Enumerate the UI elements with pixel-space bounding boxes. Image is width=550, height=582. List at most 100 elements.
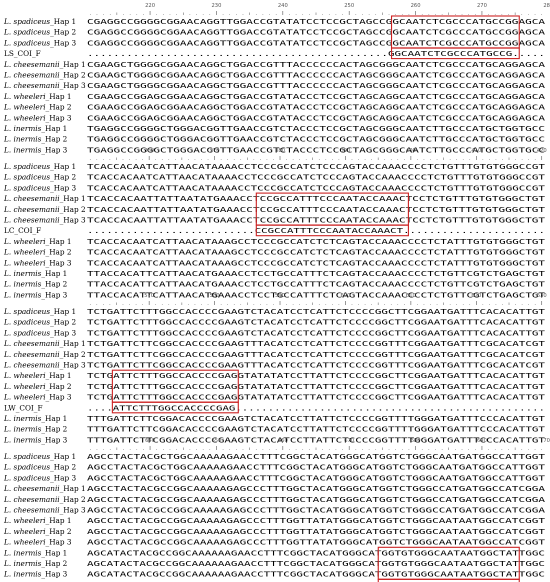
ruler-dot [521, 304, 523, 305]
ruler-dot [358, 159, 359, 160]
position-tick-label: 240 [278, 3, 288, 9]
species-name: L. wheeleri [3, 258, 46, 267]
haplotype-name: _Hap 1 [60, 60, 86, 69]
ruler-dot [461, 449, 463, 450]
sequence-label: L. inermis_Hap 3 [3, 570, 68, 579]
haplotype-name: _Hap 2 [41, 280, 67, 289]
species-name: L. cheesemanii [3, 71, 60, 80]
ruler-dot [155, 304, 157, 305]
ruler-dot [194, 159, 196, 160]
ruler-dot [364, 304, 366, 305]
sequence-row: L. inermis_Hap 2 AGCATACTACGCCGGCAAAAAAGA… [3, 559, 545, 568]
ruler-dot [260, 159, 261, 160]
ruler-dot [229, 14, 231, 15]
alignment-block: 640650660670680690700L. spadiceus_Hap 1A… [3, 438, 550, 582]
ruler-dot [227, 304, 229, 305]
primer-sequence: ........................................… [87, 580, 545, 582]
ruler-dot [209, 14, 211, 15]
position-tick-label: 660 [278, 438, 288, 444]
position-tick-label: 570 [144, 293, 154, 299]
ruler-dot [436, 159, 438, 160]
sequence-row: L. wheeleri_Hap 3 TCTGATTCTTTGGCCACCCCGAG… [3, 393, 546, 402]
sequence-row: L. inermis_Hap 2 TGAGGCCGGGGCTGGGACGGTTGA… [3, 135, 545, 144]
ruler-dot [395, 449, 397, 450]
position-tick-label: 700 [543, 438, 550, 444]
haplotype-name: _Hap 2 [60, 205, 86, 214]
ruler-dot [123, 14, 124, 15]
ruler-dot [515, 159, 516, 160]
sequence-label: L. wheeleri_Hap 2 [3, 527, 72, 536]
ruler-dot [273, 159, 274, 160]
primer-sequence: ........................................… [87, 49, 545, 58]
ruler-dot [462, 304, 464, 305]
sequence-label: L. wheeleri_Hap 2 [3, 248, 72, 257]
nucleotide-sequence: TCTGATTCTTTGGCCACCCCGAAGTCTACATCCTCATTCT… [87, 307, 546, 316]
sequence-row: L. cheesemanii_Hap 2 TCACCACAATTATTAATATG… [3, 205, 546, 214]
species-name: L. wheeleri [3, 371, 46, 380]
position-tick-label: 400 [406, 148, 416, 154]
ruler-dot [96, 304, 98, 305]
ruler-dot [220, 159, 222, 160]
ruler-dot [194, 304, 196, 305]
ruler-dot [309, 449, 310, 450]
nucleotide-sequence: CGAAGCCGGAGCGGAACAGGCTGGACCGTATACCCTCCGC… [87, 113, 546, 122]
species-name: L. inermis [3, 559, 42, 568]
haplotype-name: _Hap 1 [46, 237, 72, 246]
ruler-dot [421, 449, 423, 450]
sequence-label: L. wheeleri_Hap 1 [3, 516, 72, 525]
ruler-dot [449, 159, 451, 160]
sequence-row: L. inermis_Hap 1 TTACCACATTCATTAACATGAAAC… [3, 269, 546, 278]
haplotype-name: _Hap 2 [60, 71, 86, 80]
haplotype-name: _Hap 3 [41, 145, 67, 154]
haplotype-name: _Hap 2 [46, 103, 72, 112]
ruler-dot [162, 14, 164, 15]
ruler-dot [355, 449, 357, 450]
haplotype-name: _Hap 3 [46, 258, 72, 267]
ruler-dot [342, 449, 343, 450]
nucleotide-sequence: AGCCTACTACGCCGGCAAAAAGAGCCCTTTGGCTACATGG… [87, 495, 546, 504]
sequence-label: L. cheesemanii_Hap 2 [3, 205, 86, 214]
ruler-dot [423, 159, 425, 160]
sequence-row: L. inermis_Hap 2 TTTGATTCTTCGGACACCCCGAAG… [3, 425, 546, 434]
ruler-dot [528, 159, 529, 160]
ruler-dot [156, 14, 158, 15]
position-tick-label: 420 [537, 148, 547, 154]
ruler-dot [176, 449, 177, 450]
ruler-dot [408, 449, 410, 450]
ruler-dot [295, 449, 297, 450]
ruler-dot [161, 159, 163, 160]
ruler-dot [521, 449, 523, 450]
ruler-dot [428, 449, 430, 450]
sequence-label: L. spadiceus_Hap 1 [3, 307, 76, 316]
sequence-label: LS_COI_F [4, 49, 41, 58]
ruler-dot [143, 14, 144, 15]
sequence-label: L. cheesemanii_Hap 1 [3, 339, 86, 348]
sequence-label: L. spadiceus_Hap 1 [3, 162, 76, 171]
primer-box [255, 224, 409, 237]
sequence-row: L. wheeleri_Hap 3 CGAAGCCGGAGCGGAACAGGCTG… [3, 113, 546, 122]
sequence-label: L. spadiceus_Hap 1 [3, 452, 76, 461]
nucleotide-sequence: TCACCACAATTATTAATATGAAACCTCCGCCATTTCCCAA… [87, 205, 546, 214]
haplotype-name: _Hap 3 [41, 435, 67, 444]
sequence-label: L. wheeleri_Hap 3 [3, 538, 72, 547]
ruler-dot [255, 14, 257, 15]
species-name: L. inermis [3, 135, 42, 144]
sequence-row: LW_COI_F ....ATTCTTTGGCCACCCCGAG.........… [4, 403, 545, 412]
ruler-dot [189, 449, 191, 450]
alignment-block: 220230240250260270280L. spadiceus_Hap 1C… [3, 3, 550, 154]
position-tick-label: 380 [275, 148, 285, 154]
position-tick-label: 650 [211, 438, 221, 444]
sequence-label: L. wheeleri_Hap 3 [3, 393, 72, 402]
position-tick-label: 690 [477, 438, 487, 444]
species-name: L. cheesemanii [3, 194, 60, 203]
sequence-label: L. cheesemanii_Hap 3 [3, 81, 86, 90]
nucleotide-sequence: AGCATACTACGCCGGCAAAAAAGAACCTTTCGGCTACATG… [87, 559, 545, 568]
sequence-row: L. cheesemanii_Hap 3 TCTGATTCTTCGGCCACCCC… [3, 361, 546, 370]
ruler-dot [395, 14, 397, 15]
position-tick-label: 640 [145, 438, 155, 444]
ruler-dot [368, 14, 370, 15]
position-tick-label: 360 [144, 148, 154, 154]
position-tick-label: 670 [344, 438, 354, 444]
nucleotide-sequence: TTACCACATTCATTAACATGAAACCTCCTGCCATTTCTCA… [87, 269, 546, 278]
